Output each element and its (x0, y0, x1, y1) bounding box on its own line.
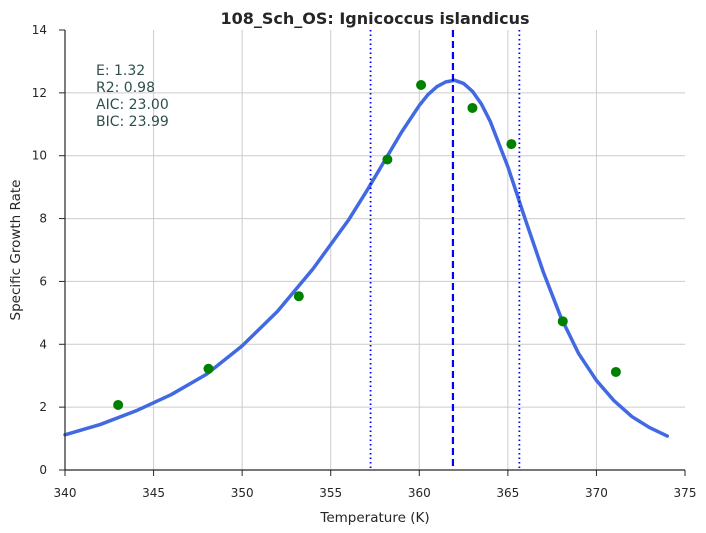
x-tick-label: 370 (585, 486, 608, 500)
y-tick-label: 10 (32, 149, 47, 163)
y-tick-label: 4 (39, 337, 47, 351)
chart-title: 108_Sch_OS: Ignicoccus islandicus (220, 9, 529, 28)
data-point (203, 363, 214, 374)
annotation-r2: R2: 0.98 (96, 80, 155, 96)
y-tick-label: 2 (39, 400, 47, 414)
y-tick-label: 14 (32, 23, 47, 37)
fit-curve-layer (63, 78, 670, 438)
x-tick-labels: 340 345 350 355 360 365 370 375 (54, 486, 697, 500)
data-point (113, 399, 124, 410)
x-tick-label: 345 (142, 486, 165, 500)
grid (65, 30, 685, 470)
x-tick-label: 350 (231, 486, 254, 500)
x-tick-label: 355 (319, 486, 342, 500)
x-tick-label: 375 (674, 486, 697, 500)
annotation-e: E: 1.32 (96, 63, 145, 79)
data-point (610, 366, 621, 377)
y-axis-label: Specific Growth Rate (8, 180, 24, 321)
fit-curve-line (63, 78, 670, 438)
data-point (382, 154, 393, 165)
y-tick-label: 12 (32, 86, 47, 100)
data-point (557, 316, 568, 327)
data-point (293, 291, 304, 302)
x-tick-label: 365 (496, 486, 519, 500)
data-point (467, 102, 478, 113)
axes (59, 29, 686, 476)
data-point (416, 80, 427, 90)
x-tick-label: 340 (54, 486, 77, 500)
annotation-aic: AIC: 23.00 (96, 97, 169, 113)
y-tick-labels: 0 2 4 6 8 10 12 14 (32, 23, 47, 477)
fit-statistics-annotation: E: 1.32 R2: 0.98 AIC: 23.00 BIC: 23.99 (96, 63, 169, 130)
x-tick-label: 360 (408, 486, 431, 500)
y-tick-label: 0 (39, 463, 47, 477)
data-point (506, 139, 517, 150)
x-axis-label: Temperature (K) (319, 510, 429, 526)
data-points-layer (113, 80, 621, 410)
y-tick-label: 6 (39, 274, 47, 288)
vertical-lines-layer (369, 30, 521, 470)
y-tick-label: 8 (39, 212, 47, 226)
annotation-bic: BIC: 23.99 (96, 114, 169, 130)
